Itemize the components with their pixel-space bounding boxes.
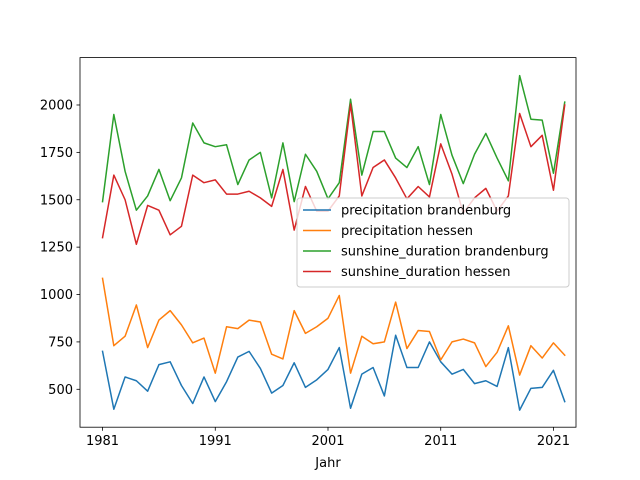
x-axis: 1981 1991 2001 2011 2021 <box>86 427 570 449</box>
legend-label-0: precipitation brandenburg <box>341 204 511 219</box>
legend-label-1: precipitation hessen <box>341 224 473 239</box>
x-tick-label: 1981 <box>86 434 119 449</box>
y-tick-label: 1500 <box>40 193 73 208</box>
y-tick-label: 1000 <box>40 288 73 303</box>
x-tick-label: 1991 <box>199 434 232 449</box>
y-tick-label: 1750 <box>40 146 73 161</box>
y-axis: 500 750 1000 1250 1500 1750 2000 <box>40 98 80 398</box>
y-tick-label: 500 <box>48 383 73 398</box>
y-tick-label: 1250 <box>40 241 73 256</box>
y-tick-label: 750 <box>48 335 73 350</box>
y-tick-label: 2000 <box>40 98 73 113</box>
legend: precipitation brandenburg precipitation h… <box>296 197 570 288</box>
legend-label-3: sunshine_duration hessen <box>341 265 510 280</box>
series-line-1 <box>101 277 566 376</box>
series-line-2 <box>101 74 566 211</box>
x-tick-label: 2001 <box>311 434 344 449</box>
x-tick-label: 2021 <box>537 434 570 449</box>
x-axis-label: Jahr <box>314 456 341 471</box>
x-tick-label: 2011 <box>424 434 457 449</box>
series-line-0 <box>101 334 566 411</box>
legend-box <box>296 197 570 288</box>
legend-label-2: sunshine_duration brandenburg <box>341 245 549 260</box>
